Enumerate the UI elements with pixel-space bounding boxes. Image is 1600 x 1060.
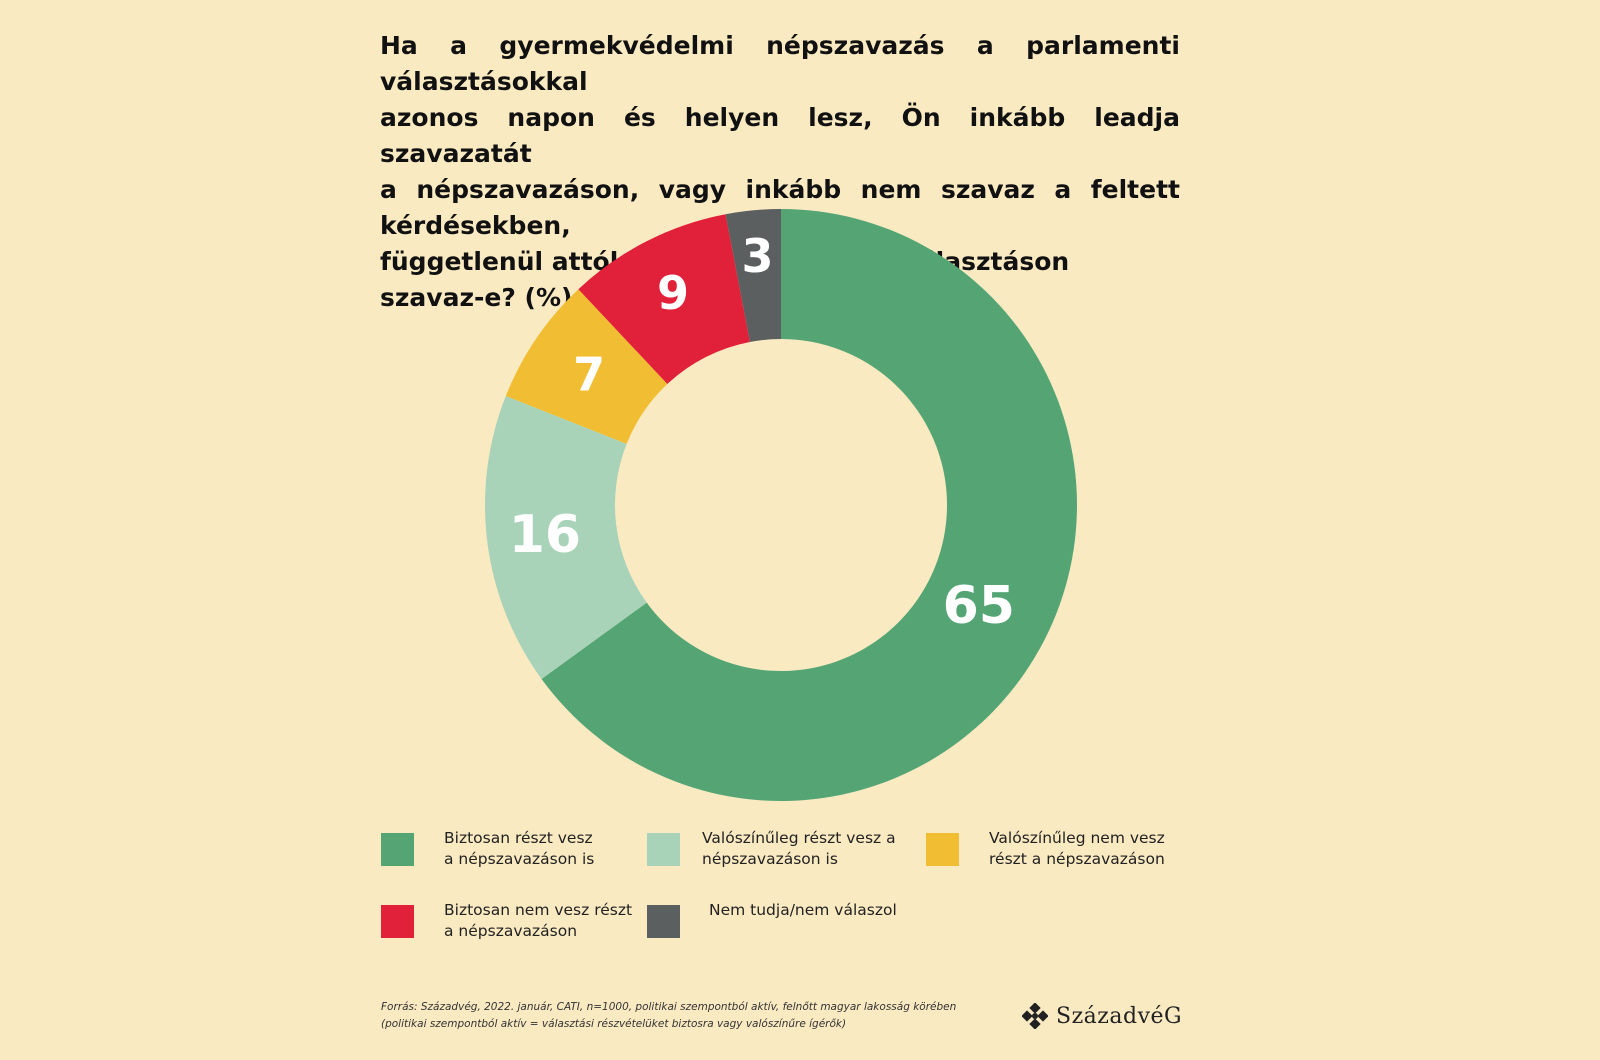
slice-value-label: 7 [573,348,605,402]
legend-label: Biztosan részt vesz a népszavazáson is [444,829,595,868]
source-footnote: Forrás: Századvég, 2022. január, CATI, n… [381,1001,957,1030]
slice-valoszinuleg-nem-vesz [505,289,668,444]
legend-swatch [381,833,414,866]
legend-swatch [647,833,680,866]
slice-value-label: 65 [943,576,1015,636]
donut-chart: 65 16 793 [485,209,1077,801]
slice-value-label: 3 [741,229,773,283]
title-line: a népszavazáson, vagy inkább nem szavaz … [380,175,1180,240]
slice-nem-tudja [725,209,781,342]
chart-title: Ha a gyermekvédelmi népszavazás a parlam… [380,28,1180,316]
logo-text: SzázadvéG [1056,1003,1183,1029]
title-line: Ha a gyermekvédelmi népszavazás a parlam… [380,31,1180,96]
slice-biztosan-reszt-vesz [541,209,1077,801]
slice-valoszinuleg-reszt-vesz [485,396,647,679]
legend-label: Valószínűleg részt vesz a népszavazáson … [702,829,896,868]
brand-logo: SzázadvéG [1022,1000,1182,1032]
legend-label: Biztosan nem vesz részt a népszavazáson [444,901,633,940]
legend-label: Valószínűleg nem vesz részt a népszavazá… [989,829,1165,868]
legend-swatch [647,905,680,938]
legend-label: Nem tudja/nem válaszol [709,901,897,919]
legend-swatch [926,833,959,866]
title-line: azonos napon és helyen lesz, Ön inkább l… [380,103,1180,168]
legend-swatch [381,905,414,938]
slice-biztosan-nem-vesz [578,214,750,384]
slice-value-label: 16 [509,505,581,565]
logo-emblem-icon [1022,1003,1048,1029]
slice-value-label: 9 [657,266,689,320]
